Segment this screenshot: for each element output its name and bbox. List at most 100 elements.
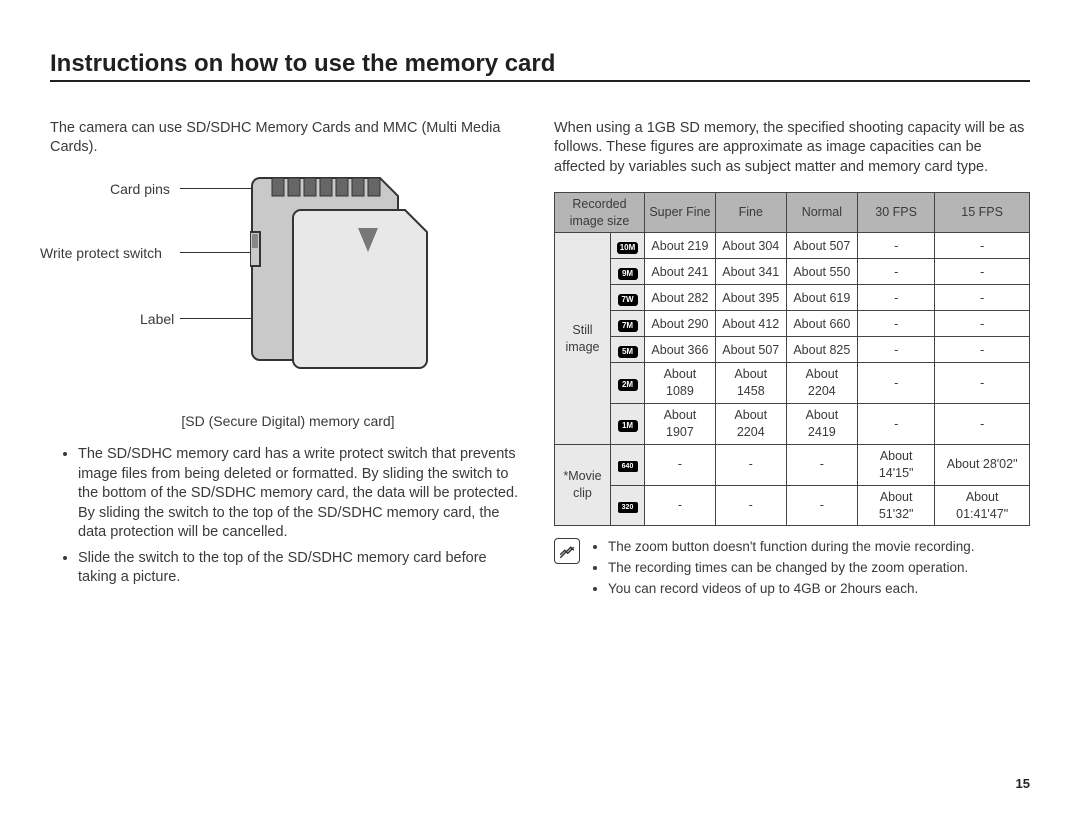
th-30fps: 30 FPS [858, 192, 935, 233]
capacity-cell: About 395 [715, 285, 786, 311]
size-icon: 7M [618, 320, 638, 332]
sd-card-diagram: Card pins Write protect switch Label [50, 172, 526, 402]
size-icon-cell: 320 [611, 485, 645, 526]
bullet-item: Slide the switch to the top of the SD/SD… [78, 549, 526, 588]
capacity-cell: About 219 [645, 233, 716, 259]
note-item: You can record videos of up to 4GB or 2h… [608, 580, 975, 599]
capacity-cell: About 304 [715, 233, 786, 259]
size-icon: 10M [617, 242, 639, 254]
capacity-cell: - [786, 444, 857, 485]
size-icon-cell: 7W [611, 285, 645, 311]
capacity-cell: - [935, 285, 1030, 311]
capacity-cell: - [645, 485, 716, 526]
capacity-cell: About 241 [645, 259, 716, 285]
capacity-cell: About 619 [786, 285, 857, 311]
size-icon: 640 [618, 461, 638, 472]
size-icon: 5M [618, 346, 638, 358]
table-row: 1MAbout 1907About 2204About 2419-- [555, 404, 1030, 445]
table-row: 7WAbout 282About 395About 619-- [555, 285, 1030, 311]
capacity-cell: - [715, 444, 786, 485]
th-15fps: 15 FPS [935, 192, 1030, 233]
capacity-cell: About 507 [786, 233, 857, 259]
capacity-cell: About 2204 [786, 363, 857, 404]
size-icon: 9M [618, 268, 638, 280]
capacity-cell: About 1458 [715, 363, 786, 404]
capacity-cell: - [858, 363, 935, 404]
table-header-row: Recorded image size Super Fine Fine Norm… [555, 192, 1030, 233]
table-row: *Movie clip640---About 14'15"About 28'02… [555, 444, 1030, 485]
capacity-cell: About 550 [786, 259, 857, 285]
size-icon: 1M [618, 420, 638, 432]
size-icon-cell: 640 [611, 444, 645, 485]
capacity-cell: About 2204 [715, 404, 786, 445]
left-intro: The camera can use SD/SDHC Memory Cards … [50, 119, 526, 158]
capacity-cell: About 01:41'47" [935, 485, 1030, 526]
capacity-cell: About 2419 [786, 404, 857, 445]
capacity-cell: About 1907 [645, 404, 716, 445]
table-row: 2MAbout 1089About 1458About 2204-- [555, 363, 1030, 404]
sd-card-icon [250, 172, 440, 382]
label-write-protect: Write protect switch [40, 244, 162, 263]
size-icon-cell: 10M [611, 233, 645, 259]
bullet-item: The SD/SDHC memory card has a write prot… [78, 445, 526, 543]
size-icon-cell: 5M [611, 337, 645, 363]
row-group-label: *Movie clip [555, 444, 611, 526]
capacity-cell: About 412 [715, 311, 786, 337]
th-fine: Fine [715, 192, 786, 233]
left-column: The camera can use SD/SDHC Memory Cards … [50, 104, 526, 601]
note-icon [554, 538, 580, 564]
capacity-cell: - [858, 337, 935, 363]
note-box: The zoom button doesn't function during … [554, 538, 1030, 601]
capacity-cell: About 51'32" [858, 485, 935, 526]
capacity-cell: - [786, 485, 857, 526]
capacity-cell: About 660 [786, 311, 857, 337]
capacity-table: Recorded image size Super Fine Fine Norm… [554, 192, 1030, 527]
capacity-cell: - [858, 404, 935, 445]
capacity-cell: - [935, 363, 1030, 404]
table-row: 5MAbout 366About 507About 825-- [555, 337, 1030, 363]
size-icon-cell: 1M [611, 404, 645, 445]
capacity-cell: - [935, 311, 1030, 337]
diagram-caption: [SD (Secure Digital) memory card] [50, 412, 526, 431]
capacity-cell: About 282 [645, 285, 716, 311]
capacity-cell: - [935, 337, 1030, 363]
capacity-cell: - [935, 233, 1030, 259]
right-column: When using a 1GB SD memory, the specifie… [554, 104, 1030, 601]
capacity-cell: - [935, 259, 1030, 285]
row-group-label: Still image [555, 233, 611, 445]
table-row: 320---About 51'32"About 01:41'47" [555, 485, 1030, 526]
capacity-cell: - [858, 311, 935, 337]
table-row: 9MAbout 241About 341About 550-- [555, 259, 1030, 285]
size-icon: 320 [618, 502, 638, 513]
size-icon-cell: 7M [611, 311, 645, 337]
left-bullet-list: The SD/SDHC memory card has a write prot… [50, 445, 526, 588]
size-icon-cell: 9M [611, 259, 645, 285]
capacity-cell: - [858, 259, 935, 285]
capacity-cell: - [858, 285, 935, 311]
size-icon-cell: 2M [611, 363, 645, 404]
label-card-pins: Card pins [110, 180, 170, 199]
capacity-cell: - [935, 404, 1030, 445]
capacity-cell: - [715, 485, 786, 526]
capacity-cell: About 825 [786, 337, 857, 363]
right-intro: When using a 1GB SD memory, the specifie… [554, 119, 1030, 178]
capacity-cell: About 14'15" [858, 444, 935, 485]
capacity-cell: - [645, 444, 716, 485]
capacity-cell: - [858, 233, 935, 259]
capacity-cell: About 28'02" [935, 444, 1030, 485]
capacity-cell: About 366 [645, 337, 716, 363]
table-row: Still image10MAbout 219About 304About 50… [555, 233, 1030, 259]
manual-page: Instructions on how to use the memory ca… [0, 0, 1080, 631]
note-item: The recording times can be changed by th… [608, 559, 975, 578]
table-row: 7MAbout 290About 412About 660-- [555, 311, 1030, 337]
note-item: The zoom button doesn't function during … [608, 538, 975, 557]
capacity-cell: About 507 [715, 337, 786, 363]
size-icon: 7W [618, 294, 638, 306]
th-size: Recorded image size [555, 192, 645, 233]
capacity-cell: About 290 [645, 311, 716, 337]
size-icon: 2M [618, 379, 638, 391]
label-label: Label [140, 310, 174, 329]
capacity-cell: About 341 [715, 259, 786, 285]
capacity-cell: About 1089 [645, 363, 716, 404]
two-column-layout: The camera can use SD/SDHC Memory Cards … [50, 104, 1030, 601]
